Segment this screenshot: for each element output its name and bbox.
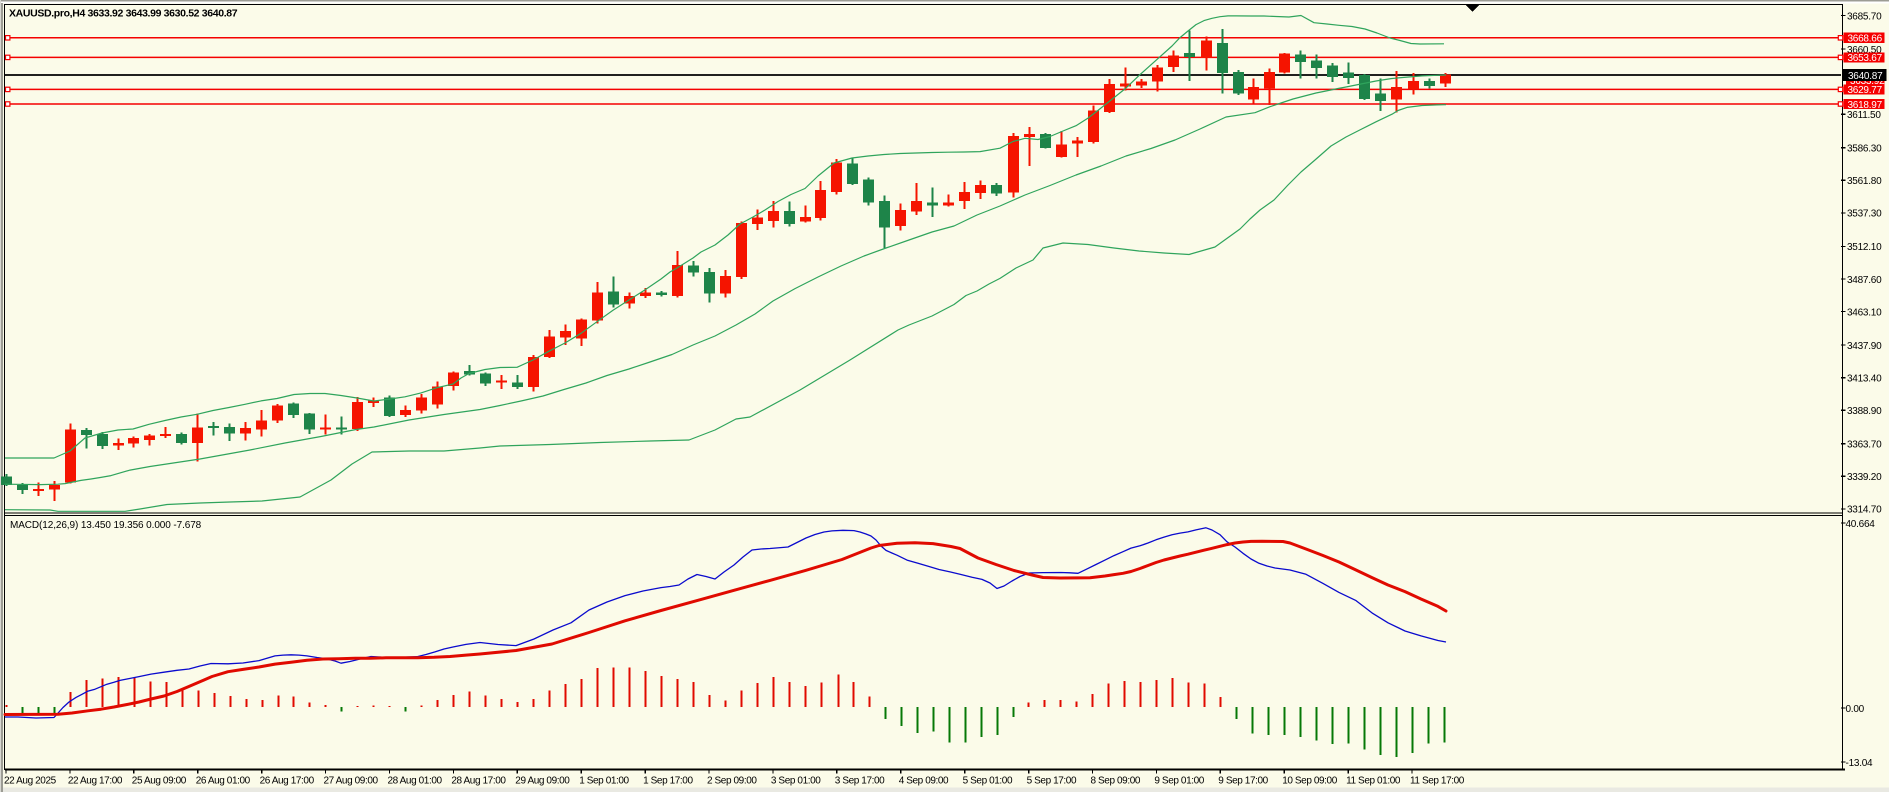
svg-text:22 Aug 2025: 22 Aug 2025 — [4, 776, 57, 787]
svg-text:3611.50: 3611.50 — [1847, 110, 1881, 121]
svg-text:29 Aug 09:00: 29 Aug 09:00 — [515, 776, 570, 787]
svg-text:3537.30: 3537.30 — [1847, 209, 1882, 220]
svg-text:28 Aug 01:00: 28 Aug 01:00 — [388, 776, 443, 787]
svg-text:2 Sep 09:00: 2 Sep 09:00 — [707, 776, 757, 787]
svg-text:3618.97: 3618.97 — [1848, 100, 1883, 111]
svg-text:3413.40: 3413.40 — [1847, 374, 1882, 385]
svg-text:3314.70: 3314.70 — [1847, 505, 1882, 516]
svg-text:22 Aug 17:00: 22 Aug 17:00 — [68, 776, 123, 787]
svg-text:8 Sep 09:00: 8 Sep 09:00 — [1091, 776, 1141, 787]
svg-text:-13.04: -13.04 — [1846, 758, 1874, 769]
svg-text:26 Aug 17:00: 26 Aug 17:00 — [260, 776, 315, 787]
svg-text:5 Sep 01:00: 5 Sep 01:00 — [963, 776, 1013, 787]
svg-text:5 Sep 17:00: 5 Sep 17:00 — [1027, 776, 1077, 787]
svg-text:1 Sep 01:00: 1 Sep 01:00 — [579, 776, 629, 787]
svg-text:3561.80: 3561.80 — [1847, 176, 1882, 187]
svg-text:3388.90: 3388.90 — [1847, 406, 1882, 417]
svg-text:3633.92: 3633.92 — [1850, 76, 1885, 87]
svg-text:3653.67: 3653.67 — [1848, 53, 1883, 64]
svg-text:26 Aug 01:00: 26 Aug 01:00 — [196, 776, 251, 787]
svg-text:MACD(12,26,9) 13.450 19.356 0.: MACD(12,26,9) 13.450 19.356 0.000 -7.678 — [10, 520, 202, 531]
svg-text:3640.87: 3640.87 — [1848, 71, 1883, 82]
svg-text:4 Sep 09:00: 4 Sep 09:00 — [899, 776, 949, 787]
svg-text:3437.90: 3437.90 — [1847, 341, 1882, 352]
svg-text:28 Aug 17:00: 28 Aug 17:00 — [451, 776, 506, 787]
svg-text:10 Sep 09:00: 10 Sep 09:00 — [1282, 776, 1338, 787]
svg-text:3586.30: 3586.30 — [1847, 144, 1882, 155]
svg-text:11 Sep 01:00: 11 Sep 01:00 — [1346, 776, 1401, 787]
svg-text:27 Aug 09:00: 27 Aug 09:00 — [324, 776, 379, 787]
svg-text:3 Sep 17:00: 3 Sep 17:00 — [835, 776, 885, 787]
svg-text:3629.77: 3629.77 — [1848, 85, 1883, 96]
svg-text:XAUUSD.pro,H4 3633.92 3643.99: XAUUSD.pro,H4 3633.92 3643.99 3630.52 36… — [9, 8, 238, 20]
svg-text:3 Sep 01:00: 3 Sep 01:00 — [771, 776, 821, 787]
svg-text:3487.60: 3487.60 — [1847, 275, 1882, 286]
svg-text:3685.70: 3685.70 — [1847, 11, 1882, 22]
svg-text:11 Sep 17:00: 11 Sep 17:00 — [1410, 776, 1465, 787]
svg-text:3463.10: 3463.10 — [1847, 307, 1882, 318]
svg-text:9 Sep 17:00: 9 Sep 17:00 — [1218, 776, 1268, 787]
svg-text:3668.66: 3668.66 — [1848, 34, 1883, 45]
svg-text:3363.70: 3363.70 — [1847, 440, 1882, 451]
svg-text:40.664: 40.664 — [1846, 519, 1876, 530]
svg-text:3660.50: 3660.50 — [1847, 45, 1882, 56]
svg-text:0.00: 0.00 — [1846, 704, 1865, 715]
svg-text:3512.10: 3512.10 — [1847, 242, 1882, 253]
svg-text:1 Sep 17:00: 1 Sep 17:00 — [643, 776, 693, 787]
svg-text:3339.20: 3339.20 — [1847, 472, 1882, 483]
svg-text:25 Aug 09:00: 25 Aug 09:00 — [132, 776, 187, 787]
svg-text:9 Sep 01:00: 9 Sep 01:00 — [1154, 776, 1204, 787]
